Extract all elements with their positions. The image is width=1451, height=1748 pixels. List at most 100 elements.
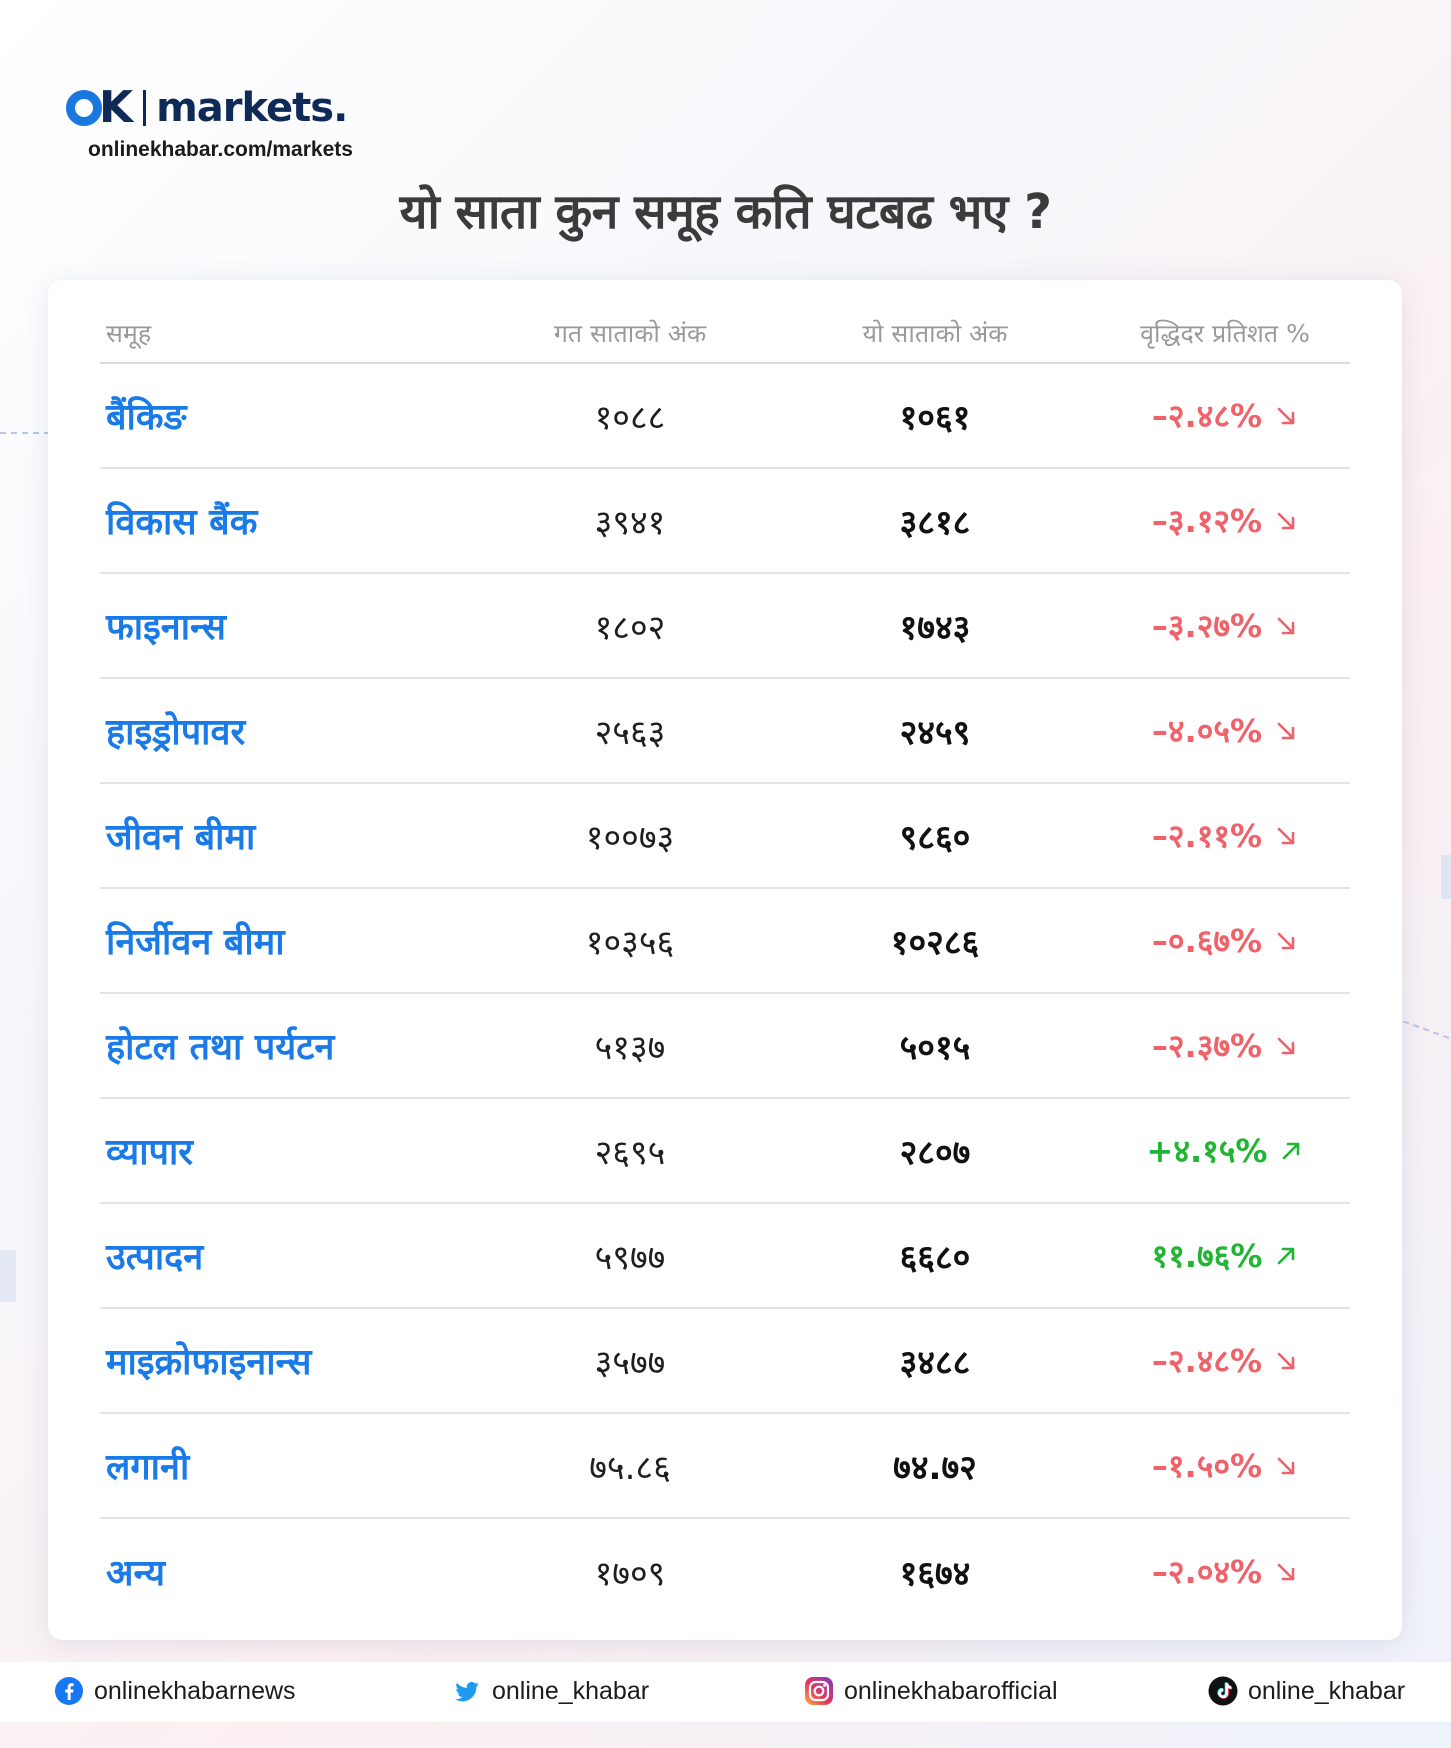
previous-week-index: २६९५ bbox=[594, 1132, 666, 1173]
table-row: विकास बैंक ३९४१ ३८१८ –३.१२% bbox=[100, 469, 1350, 574]
current-week-index: ७४.७२ bbox=[893, 1447, 977, 1488]
sector-name: उत्पादन bbox=[106, 1237, 204, 1278]
arrow-up-right-icon bbox=[1283, 1142, 1300, 1159]
brand-logo: K markets. bbox=[66, 82, 353, 134]
decorative-line-left bbox=[0, 432, 50, 434]
sector-name: जीवन बीमा bbox=[106, 817, 256, 858]
tiktok-icon bbox=[1208, 1676, 1238, 1706]
sector-name: फाइनान्स bbox=[106, 607, 226, 648]
logo-divider bbox=[143, 90, 147, 126]
arrow-up-right-icon bbox=[1278, 1247, 1295, 1264]
change-percent-value: –३.१२% bbox=[1151, 502, 1263, 540]
change-percent: +४.१५% bbox=[1100, 1129, 1350, 1172]
change-percent-value: –०.६७% bbox=[1151, 922, 1263, 960]
instagram-link[interactable]: onlinekhabarofficial bbox=[804, 1676, 1058, 1706]
change-percent-value: –२.४८% bbox=[1151, 397, 1263, 435]
table-row: माइक्रोफाइनान्स ३५७७ ३४८८ –२.४८% bbox=[100, 1309, 1350, 1414]
current-week-index: १७४३ bbox=[899, 607, 971, 648]
change-percent: –३.१२% bbox=[1100, 499, 1350, 542]
sector-name: निर्जीवन बीमा bbox=[106, 922, 285, 963]
header-previous: गत साताको अंक bbox=[553, 319, 707, 348]
facebook-handle: onlinekhabarnews bbox=[94, 1676, 296, 1705]
current-week-index: २४५९ bbox=[899, 712, 971, 753]
table-row: फाइनान्स १८०२ १७४३ –३.२७% bbox=[100, 574, 1350, 679]
previous-week-index: ३९४१ bbox=[594, 502, 666, 543]
change-percent: –१.५०% bbox=[1100, 1444, 1350, 1487]
table-row: व्यापार २६९५ २८०७ +४.१५% bbox=[100, 1099, 1350, 1204]
current-week-index: १६७४ bbox=[899, 1553, 971, 1594]
arrow-down-right-icon bbox=[1277, 617, 1295, 634]
header-current: यो साताको अंक bbox=[862, 319, 1008, 348]
table-row: लगानी ७५.८६ ७४.७२ –१.५०% bbox=[100, 1414, 1350, 1519]
change-percent-value: –४.०५% bbox=[1151, 712, 1263, 750]
tiktok-link[interactable]: online_khabar bbox=[1208, 1676, 1405, 1706]
table-row: अन्य १७०९ १६७४ –२.०४% bbox=[100, 1519, 1350, 1624]
previous-week-index: ५९७७ bbox=[594, 1237, 666, 1278]
previous-week-index: ७५.८६ bbox=[589, 1447, 671, 1488]
table-row: उत्पादन ५९७७ ६६८० ११.७६% bbox=[100, 1204, 1350, 1309]
ok-logo-mark: K bbox=[66, 86, 133, 130]
change-percent-value: –२.०४% bbox=[1151, 1553, 1263, 1591]
previous-week-index: १७०९ bbox=[594, 1553, 666, 1594]
current-week-index: ३८१८ bbox=[899, 502, 971, 543]
arrow-down-right-icon bbox=[1277, 1352, 1295, 1369]
previous-week-index: २५६३ bbox=[594, 712, 666, 753]
social-footer: onlinekhabarnews online_khabar onlinekha… bbox=[0, 1662, 1451, 1722]
change-percent-value: –२.३७% bbox=[1151, 1027, 1263, 1065]
change-percent: –२.११% bbox=[1100, 814, 1350, 857]
table-row: बैंकिङ १०८८ १०६१ –२.४८% bbox=[100, 364, 1350, 469]
change-percent-value: –२.११% bbox=[1151, 817, 1263, 855]
sector-name: माइक्रोफाइनान्स bbox=[106, 1342, 312, 1383]
arrow-down-right-icon bbox=[1277, 1563, 1295, 1580]
previous-week-index: ३५७७ bbox=[594, 1342, 666, 1383]
arrow-down-right-icon bbox=[1277, 827, 1295, 844]
change-percent: –४.०५% bbox=[1100, 709, 1350, 752]
current-week-index: २८०७ bbox=[899, 1132, 971, 1173]
current-week-index: ६६८० bbox=[899, 1237, 971, 1278]
page-title: यो साता कुन समूह कति घटबढ भए ? bbox=[399, 184, 1052, 240]
sector-table-card: समूह गत साताको अंक यो साताको अंक वृद्धिद… bbox=[48, 280, 1402, 1640]
arrow-down-right-icon bbox=[1277, 932, 1295, 949]
sector-name: लगानी bbox=[106, 1447, 190, 1488]
sector-name: बैंकिङ bbox=[106, 397, 187, 438]
table-row: निर्जीवन बीमा १०३५६ १०२८६ –०.६७% bbox=[100, 889, 1350, 994]
change-percent: –२.३७% bbox=[1100, 1024, 1350, 1067]
tiktok-handle: online_khabar bbox=[1248, 1676, 1406, 1705]
instagram-handle: onlinekhabarofficial bbox=[844, 1676, 1058, 1705]
decorative-bar-left bbox=[0, 1250, 16, 1302]
brand-url[interactable]: onlinekhabar.com/markets bbox=[88, 138, 353, 161]
change-percent: –०.६७% bbox=[1100, 919, 1350, 962]
current-week-index: १०६१ bbox=[899, 397, 971, 438]
change-percent-value: –१.५०% bbox=[1151, 1447, 1263, 1485]
twitter-link[interactable]: online_khabar bbox=[452, 1676, 649, 1706]
twitter-icon bbox=[455, 1682, 479, 1702]
change-percent-value: ११.७६% bbox=[1151, 1237, 1263, 1275]
header-change: वृद्धिदर प्रतिशत % bbox=[1140, 319, 1310, 348]
change-percent-value: –२.४८% bbox=[1151, 1342, 1263, 1380]
previous-week-index: १८०२ bbox=[594, 607, 666, 648]
arrow-down-right-icon bbox=[1277, 722, 1295, 739]
facebook-link[interactable]: onlinekhabarnews bbox=[54, 1676, 296, 1706]
previous-week-index: १०८८ bbox=[594, 397, 666, 438]
arrow-down-right-icon bbox=[1277, 1037, 1295, 1054]
sector-name: हाइड्रोपावर bbox=[106, 712, 246, 753]
table-header: समूह गत साताको अंक यो साताको अंक वृद्धिद… bbox=[100, 280, 1350, 364]
change-percent: ११.७६% bbox=[1100, 1234, 1350, 1277]
decorative-bar-right bbox=[1441, 855, 1451, 899]
sector-name: अन्य bbox=[106, 1553, 166, 1594]
sector-name: व्यापार bbox=[106, 1132, 194, 1173]
table-row: जीवन बीमा १००७३ ९८६० –२.११% bbox=[100, 784, 1350, 889]
change-percent: –३.२७% bbox=[1100, 604, 1350, 647]
arrow-down-right-icon bbox=[1277, 407, 1295, 424]
change-percent: –२.४८% bbox=[1100, 394, 1350, 437]
previous-week-index: १०३५६ bbox=[585, 922, 675, 963]
table-body: बैंकिङ १०८८ १०६१ –२.४८% विकास बैंक ३९४१ ३८१८ –३… bbox=[100, 364, 1350, 1624]
current-week-index: ५०१५ bbox=[899, 1027, 971, 1068]
previous-week-index: १००७३ bbox=[585, 817, 675, 858]
twitter-handle: online_khabar bbox=[492, 1676, 650, 1705]
logo-text: markets. bbox=[156, 85, 348, 131]
change-percent: –२.४८% bbox=[1100, 1339, 1350, 1382]
arrow-down-right-icon bbox=[1277, 1457, 1295, 1474]
table-row: हाइड्रोपावर २५६३ २४५९ –४.०५% bbox=[100, 679, 1350, 784]
change-percent-value: +४.१५% bbox=[1146, 1132, 1268, 1170]
